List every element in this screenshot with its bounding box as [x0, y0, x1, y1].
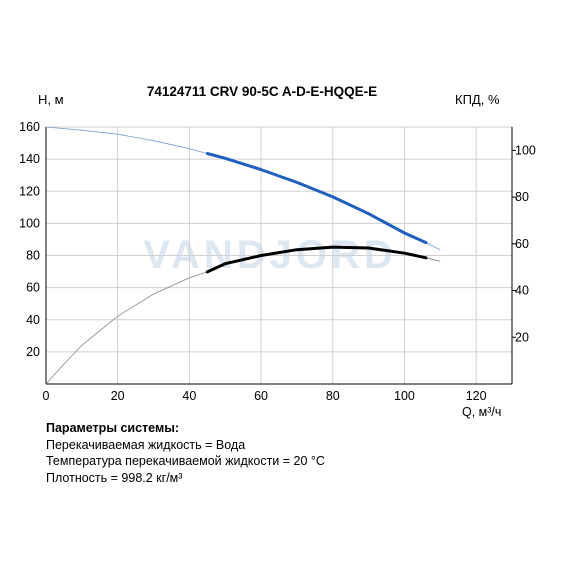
efficiency-curve-operating [205, 245, 428, 274]
param-line: Перекачиваемая жидкость = Вода [46, 437, 246, 452]
y2-tick-label: 20 [515, 330, 529, 344]
y-tick-label: 60 [26, 281, 40, 295]
curves [45, 126, 441, 385]
y2-axis-label: КПД, % [455, 92, 500, 107]
grid-lines [46, 126, 512, 384]
head-curve-full [45, 126, 441, 251]
axes [45, 127, 516, 385]
x-tick-label: 100 [394, 389, 415, 403]
y-tick-label: 120 [19, 184, 40, 198]
tick-labels: 0 20 40 60 80 100 120 20 40 60 80 100 120 140 160 20 40 6… [19, 120, 536, 403]
y-axis-label: H, м [38, 92, 64, 107]
x-tick-label: 80 [326, 389, 340, 403]
x-tick-label: 120 [466, 389, 487, 403]
param-line: Плотность = 998.2 кг/м³ [46, 470, 183, 485]
y2-tick-label: 100 [515, 143, 536, 157]
y-tick-label: 20 [26, 345, 40, 359]
x-tick-label: 40 [182, 389, 196, 403]
y-tick-label: 160 [19, 120, 40, 134]
x-tick-label: 20 [111, 389, 125, 403]
system-parameters: Параметры системы: Перекачиваемая жидкос… [46, 420, 325, 486]
y-tick-label: 80 [26, 249, 40, 263]
y-tick-label: 40 [26, 313, 40, 327]
params-title: Параметры системы: [46, 421, 180, 435]
param-line: Температура перекачиваемой жидкости = 20… [46, 454, 325, 468]
y2-tick-label: 60 [515, 237, 529, 251]
chart-title: 74124711 CRV 90-5C A-D-E-HQQE-E [147, 84, 377, 99]
x-axis-label: Q, м³/ч [462, 405, 501, 419]
x-tick-label: 0 [43, 389, 50, 403]
head-curve-operating [205, 152, 428, 245]
y2-tick-label: 80 [515, 190, 529, 204]
y-tick-label: 140 [19, 152, 40, 166]
y-tick-label: 100 [19, 216, 40, 230]
x-tick-label: 60 [254, 389, 268, 403]
y2-tick-label: 40 [515, 284, 529, 298]
